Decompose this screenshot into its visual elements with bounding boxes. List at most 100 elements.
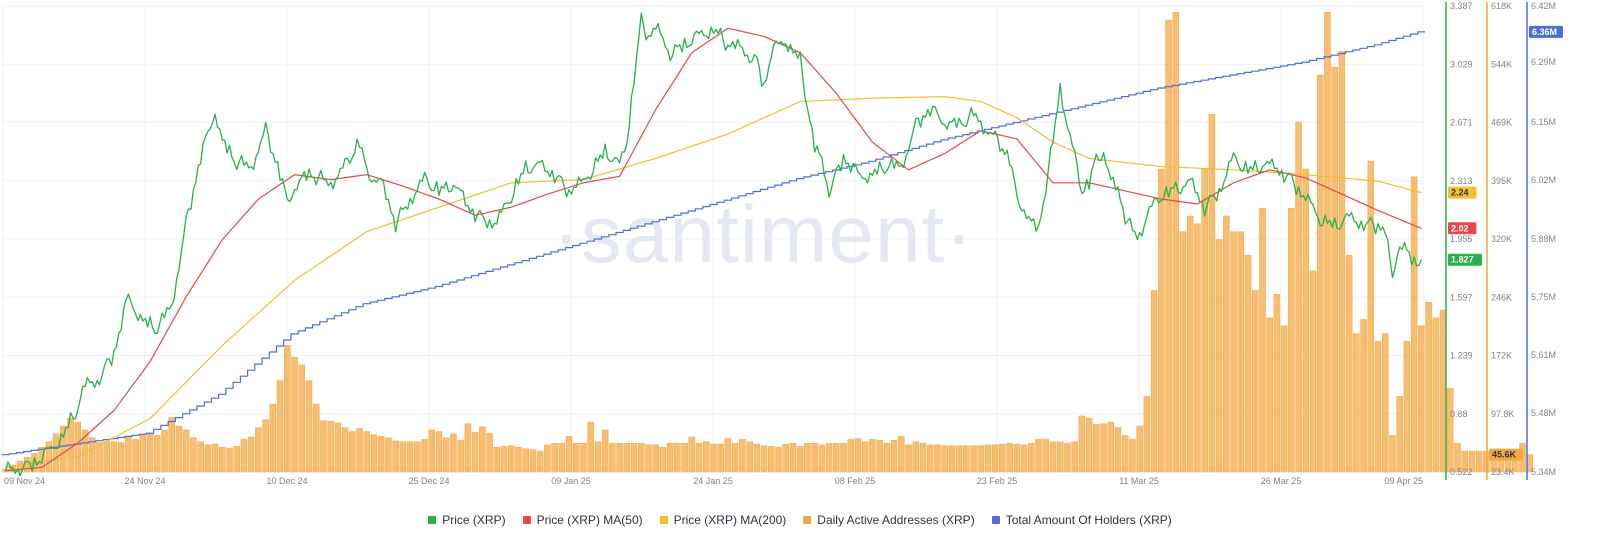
daily-active-addresses-bar: [240, 439, 248, 473]
daily-active-addresses-bar: [1259, 207, 1266, 473]
price-tick-label: 0.88: [1450, 409, 1468, 419]
daily-active-addresses-bar: [681, 443, 688, 473]
svg-text:45.6K: 45.6K: [1492, 450, 1517, 460]
daily-active-addresses-bar: [1403, 341, 1411, 473]
daily-active-addresses-bar: [1418, 325, 1425, 473]
daily-active-addresses-bar: [1186, 215, 1194, 473]
price-last-value-badge: 1.827: [1448, 253, 1482, 266]
addresses-tick-label: 320K: [1491, 234, 1512, 244]
legend-item[interactable]: Daily Active Addresses (XRP): [803, 513, 975, 527]
daily-active-addresses-bar: [1208, 113, 1216, 473]
daily-active-addresses-bar: [587, 421, 594, 473]
daily-active-addresses-bar: [493, 446, 501, 473]
legend-swatch: [803, 516, 812, 524]
legend-item[interactable]: Price (XRP) MA(200): [659, 513, 786, 527]
legend-item[interactable]: Total Amount Of Holders (XRP): [991, 513, 1172, 527]
daily-active-addresses-bar: [1425, 302, 1432, 473]
daily-active-addresses-bar: [659, 446, 667, 473]
daily-active-addresses-bar: [616, 443, 623, 473]
addresses-tick-label: 618K: [1491, 1, 1512, 11]
daily-active-addresses-bar: [1028, 443, 1035, 473]
daily-active-addresses-bar: [1035, 439, 1042, 473]
daily-active-addresses-bar: [349, 431, 356, 473]
svg-text:2.02: 2.02: [1451, 223, 1469, 233]
daily-active-addresses-bar: [442, 437, 450, 473]
daily-active-addresses-bar: [60, 425, 67, 473]
daily-active-addresses-bar: [536, 450, 544, 473]
daily-active-addresses-bar: [963, 445, 970, 473]
daily-active-addresses-bar: [645, 444, 652, 473]
price-tick-label: 3.029: [1450, 59, 1473, 69]
daily-active-addresses-bar: [804, 443, 811, 473]
daily-active-addresses-bar: [970, 445, 977, 473]
daily-active-addresses-bar: [1302, 168, 1310, 473]
daily-active-addresses-bar: [414, 441, 421, 473]
daily-active-addresses-bar: [869, 439, 876, 473]
daily-active-addresses-bar: [1338, 51, 1346, 473]
daily-active-addresses-bar: [1013, 443, 1021, 473]
daily-active-addresses-bar: [74, 421, 82, 473]
daily-active-addresses-bar: [103, 441, 111, 473]
daily-active-addresses-bar: [305, 380, 313, 473]
legend-item[interactable]: Price (XRP): [428, 513, 506, 527]
daily-active-addresses-bar: [1194, 223, 1201, 473]
daily-active-addresses-bar: [703, 441, 710, 473]
x-tick-label: 11 Mar 25: [1119, 476, 1159, 486]
legend-swatch: [991, 516, 1000, 524]
chart-axes: 3.387 3.029 2.671 2.313 1.955 1.597 1.239 0.88 0…: [1445, 1, 1556, 480]
daily-active-addresses-bar: [1353, 333, 1360, 473]
daily-active-addresses-bar: [847, 439, 854, 473]
daily-active-addresses-bar: [760, 445, 768, 473]
holders-tick-label: 6.02M: [1531, 175, 1556, 185]
daily-active-addresses-bar: [110, 441, 118, 473]
daily-active-addresses-bar: [1280, 325, 1288, 473]
daily-active-addresses-bar: [1432, 317, 1440, 473]
daily-active-addresses-bar: [753, 443, 761, 473]
daily-active-addresses-bar: [1367, 160, 1375, 473]
daily-active-addresses-bar: [652, 444, 659, 473]
daily-active-addresses-bar: [1360, 319, 1367, 473]
price-tick-label: 3.387: [1450, 1, 1473, 11]
daily-active-addresses-bar: [450, 433, 457, 473]
daily-active-addresses-bar: [190, 437, 197, 473]
daily-active-addresses-bar: [1100, 423, 1107, 473]
daily-active-addresses-bar: [991, 444, 999, 473]
daily-active-addresses-bar: [1237, 231, 1245, 473]
daily-active-addresses-bar: [977, 445, 985, 473]
daily-active-addresses-bar: [876, 439, 883, 473]
daily-active-addresses-bar: [934, 444, 941, 473]
svg-text:6.36M: 6.36M: [1532, 27, 1557, 37]
daily-active-addresses-bar: [796, 446, 804, 473]
daily-active-addresses-bar: [385, 437, 392, 473]
daily-active-addresses-bar: [1468, 450, 1476, 473]
daily-active-addresses-bar: [854, 438, 862, 473]
daily-active-addresses-bar: [1331, 66, 1338, 473]
daily-active-addresses-bar: [955, 445, 963, 473]
holders-last-value-badge: 6.36M: [1529, 25, 1563, 38]
daily-active-addresses-bar: [926, 444, 934, 473]
addresses-tick-label: 544K: [1491, 59, 1512, 69]
daily-active-addresses-bar: [486, 432, 493, 473]
daily-active-addresses-bar: [219, 446, 226, 473]
last-value-badges: 1.827 2.02 2.24 45.6K 6.36M: [1448, 25, 1563, 461]
daily-active-addresses-bar: [746, 441, 753, 473]
daily-active-addresses-bar: [1136, 425, 1143, 473]
daily-active-addresses-bar: [1244, 254, 1252, 473]
legend-item[interactable]: Price (XRP) MA(50): [522, 513, 643, 527]
daily-active-addresses-bar: [775, 446, 782, 473]
daily-active-addresses-bar: [638, 443, 645, 473]
daily-active-addresses-bar: [544, 444, 551, 473]
daily-active-addresses-bar: [739, 439, 746, 473]
daily-active-addresses-bar: [125, 436, 132, 473]
addresses-tick-label: 172K: [1491, 351, 1512, 361]
daily-active-addresses-bar: [695, 443, 703, 473]
x-tick-label: 09 Jan 25: [551, 476, 591, 486]
daily-active-addresses-bar: [1396, 396, 1403, 473]
daily-active-addresses-bar: [1129, 439, 1136, 473]
daily-active-addresses-bar: [204, 444, 212, 473]
chart-canvas: ·santiment· 3.387 3.029 2.671 2.313 1.955 1.5…: [2, 1, 1563, 486]
daily-active-addresses-bar: [1064, 443, 1071, 473]
price-xrp-ma-50-line: [5, 27, 1422, 472]
daily-active-addresses-bar: [96, 442, 103, 473]
daily-active-addresses-bar: [999, 443, 1006, 473]
